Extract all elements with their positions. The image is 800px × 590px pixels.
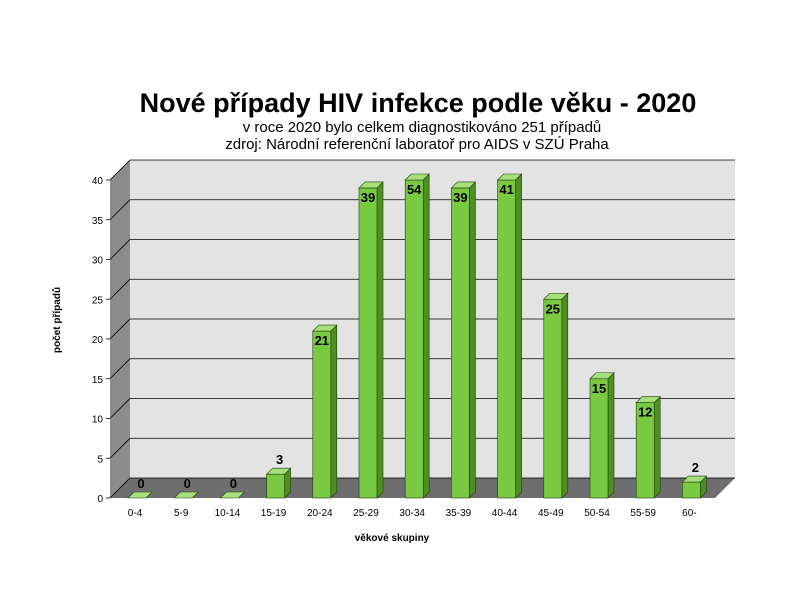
bar-side (515, 173, 522, 499)
bar-data-label: 39 (361, 190, 375, 205)
bar (312, 324, 338, 499)
bar-side (422, 173, 430, 499)
gridline-side (109, 477, 131, 499)
bar-top (358, 181, 384, 189)
x-category-label: 45-49 (538, 508, 564, 519)
bar-data-label: 41 (499, 182, 513, 197)
bar-side (469, 181, 476, 499)
bar (589, 372, 615, 499)
y-tick-label: 40 (92, 176, 104, 187)
y-tick-label: 20 (92, 335, 104, 346)
bar-front (682, 481, 701, 499)
chart-subtitle-line-1: v roce 2020 bylo celkem diagnostikováno … (243, 119, 602, 136)
y-tick-label: 15 (92, 375, 104, 386)
bar-front (358, 187, 378, 499)
bar-front (497, 179, 516, 499)
bar (496, 173, 523, 499)
bar-data-label: 25 (546, 301, 560, 316)
y-tick-label: 5 (97, 454, 103, 465)
bar-data-label: 0 (184, 476, 191, 491)
x-category-label: 5-9 (174, 508, 189, 519)
x-category-label: 50-54 (584, 508, 610, 519)
x-category-label: 10-14 (215, 508, 241, 519)
x-category-label: 20-24 (307, 508, 333, 519)
bar (404, 173, 430, 499)
bar-top (312, 324, 338, 332)
bar-top (127, 491, 153, 499)
x-axis-label: věkové skupiny (355, 533, 430, 544)
bar (173, 491, 199, 499)
bar-side (561, 292, 569, 499)
bar (127, 491, 153, 499)
gridline-side (109, 199, 131, 221)
bar-front (589, 378, 609, 499)
bar (543, 292, 569, 499)
bar-top (681, 475, 708, 483)
x-category-label: 40-44 (492, 508, 518, 519)
bar-top (496, 173, 523, 181)
y-tick-label: 30 (92, 256, 104, 267)
x-category-label: 35-39 (446, 508, 472, 519)
bar-front (404, 179, 424, 499)
bar-front (266, 473, 285, 499)
bar-side (607, 372, 615, 499)
chart-subtitle-line-2: zdroj: Národní referenční laboratoř pro … (225, 136, 609, 153)
bar-top (265, 467, 292, 475)
bar-top (173, 491, 199, 499)
bar-data-label: 54 (407, 182, 422, 197)
y-tick-label: 0 (97, 494, 103, 505)
gridline-side (109, 437, 131, 459)
bar-side (376, 181, 384, 499)
bar (681, 475, 708, 499)
bar-front (543, 298, 563, 499)
bar-top (635, 396, 661, 403)
bar-data-label: 0 (137, 476, 144, 491)
gridline-side (109, 239, 131, 260)
x-category-label: 55-59 (630, 508, 656, 519)
bar-front (312, 330, 332, 499)
chart-title: Nové případy HIV infekce podle věku - 20… (140, 88, 697, 118)
gridline-side (109, 278, 131, 300)
bar-data-label: 2 (692, 460, 699, 475)
bar-data-label: 3 (276, 452, 283, 467)
gridline-side (109, 398, 131, 419)
gridline-side (109, 159, 131, 181)
bar-data-label: 15 (592, 381, 606, 396)
y-axis-label: počet případů (51, 287, 63, 353)
bar-data-label: 21 (315, 333, 329, 348)
bar-top (404, 173, 430, 181)
x-category-label: 15-19 (261, 508, 287, 519)
y-tick-label: 35 (92, 216, 104, 227)
bar (219, 491, 246, 499)
bar-data-label: 0 (230, 476, 237, 491)
x-category-label: 25-29 (353, 508, 379, 519)
x-category-label: 0-4 (128, 508, 143, 519)
x-category-label: 30-34 (399, 508, 425, 519)
bar-top (450, 181, 477, 189)
bar (635, 395, 661, 499)
bar-data-label: 12 (638, 405, 652, 420)
y-tick-label: 10 (92, 415, 104, 426)
y-tick-label: 25 (92, 295, 104, 306)
bar (265, 467, 292, 499)
bar (358, 181, 384, 499)
bar (450, 181, 477, 499)
gridline-side (109, 318, 131, 340)
bar-side (653, 395, 661, 499)
bar-front (451, 187, 470, 499)
x-category-label: 60- (682, 508, 696, 519)
gridline-side (109, 358, 131, 380)
bar-top (543, 292, 569, 300)
bar-data-label: 39 (453, 190, 467, 205)
bar-top (589, 372, 615, 380)
bar-top (219, 491, 246, 499)
bar-side (330, 324, 338, 499)
